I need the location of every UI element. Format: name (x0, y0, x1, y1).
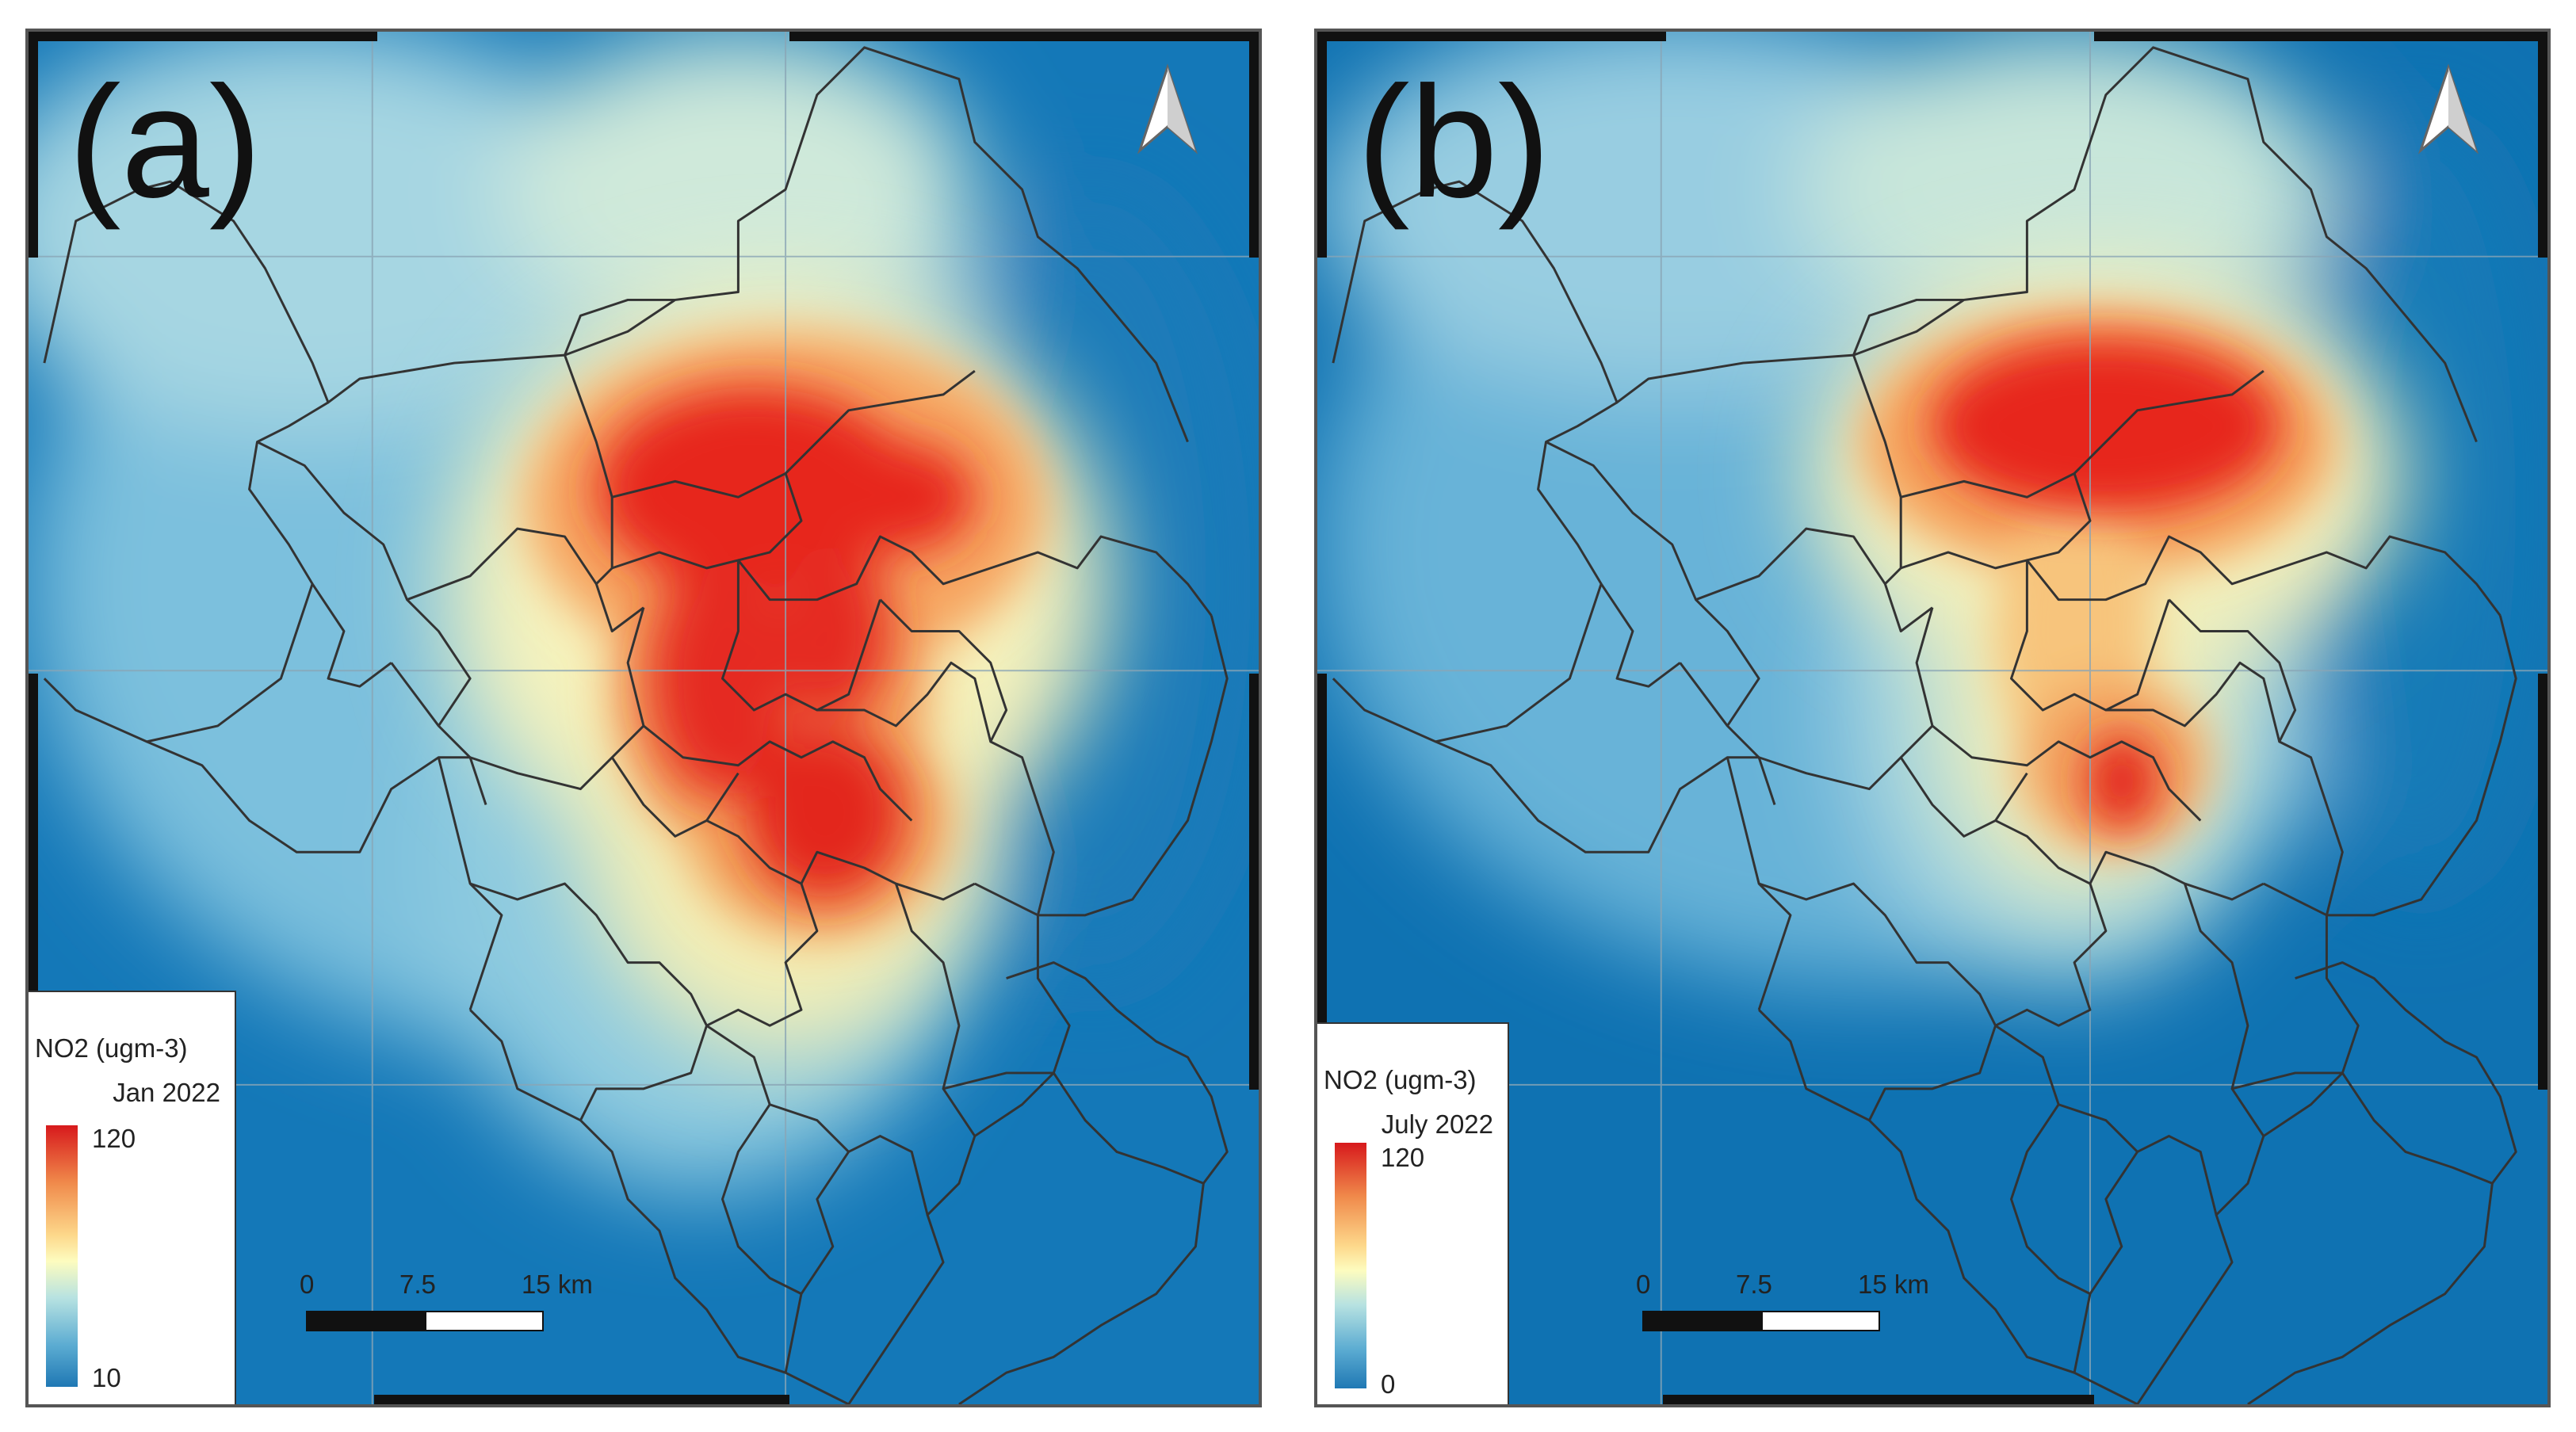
legend-max-value: 120 (1381, 1143, 1425, 1172)
scale-tick-0: 0 (1636, 1270, 1651, 1299)
scale-tick-0: 0 (300, 1270, 315, 1299)
legend-title: NO2 (ugm-3) (35, 1033, 188, 1063)
frame-segment (1317, 32, 1666, 41)
frame-segment (789, 32, 1259, 41)
legend: NO2 (ugm-3) Jan 2022 120 10 (29, 991, 236, 1404)
frame-segment (1249, 674, 1259, 1090)
north-arrow-icon (2417, 63, 2479, 155)
legend-min-value: 10 (92, 1363, 121, 1392)
frame-segment (2538, 674, 2547, 1090)
frame-segment (29, 32, 38, 258)
legend-period: July 2022 (1381, 1109, 1493, 1139)
legend-min-value: 0 (1381, 1369, 1396, 1399)
panel-label: (b) (1357, 54, 1551, 231)
frame-segment (29, 674, 38, 1090)
frame-segment (1317, 674, 1327, 1090)
map-panel-b: (b) NO2 (ugm-3) July 2022 120 0 0 7.5 15… (1314, 29, 2551, 1407)
scale-bar-segment-black (1642, 1311, 1761, 1331)
scale-bar-segment-white (1761, 1311, 1880, 1331)
legend: NO2 (ugm-3) July 2022 120 0 (1317, 1022, 1509, 1404)
frame-segment (2538, 32, 2547, 258)
legend-title: NO2 (ugm-3) (1324, 1065, 1477, 1094)
scale-tick-mid: 7.5 (1736, 1270, 1772, 1299)
scale-bar-segment-white (425, 1311, 544, 1331)
frame-segment (1663, 1395, 2094, 1404)
legend-color-ramp (1335, 1143, 1366, 1388)
north-arrow-icon (1137, 63, 1198, 155)
map-panel-a: (a) NO2 (ugm-3) Jan 2022 120 10 0 7.5 15… (25, 29, 1262, 1407)
panel-label: (a) (68, 54, 262, 231)
frame-segment (374, 1395, 789, 1404)
scale-bar: 0 7.5 15 km (1636, 1270, 1943, 1333)
no2-concentration-map-b (1317, 32, 2547, 1404)
scale-tick-end: 15 km (522, 1270, 593, 1299)
scale-tick-end: 15 km (1858, 1270, 1929, 1299)
legend-color-ramp (46, 1125, 78, 1387)
legend-max-value: 120 (92, 1124, 136, 1153)
scale-tick-mid: 7.5 (399, 1270, 436, 1299)
scale-bar-segment-black (306, 1311, 425, 1331)
frame-segment (1249, 32, 1259, 258)
frame-segment (2094, 32, 2547, 41)
frame-segment (29, 32, 377, 41)
frame-segment (1317, 32, 1327, 258)
scale-bar: 0 7.5 15 km (300, 1270, 607, 1333)
no2-concentration-map-a (29, 32, 1259, 1404)
legend-period: Jan 2022 (113, 1078, 220, 1107)
